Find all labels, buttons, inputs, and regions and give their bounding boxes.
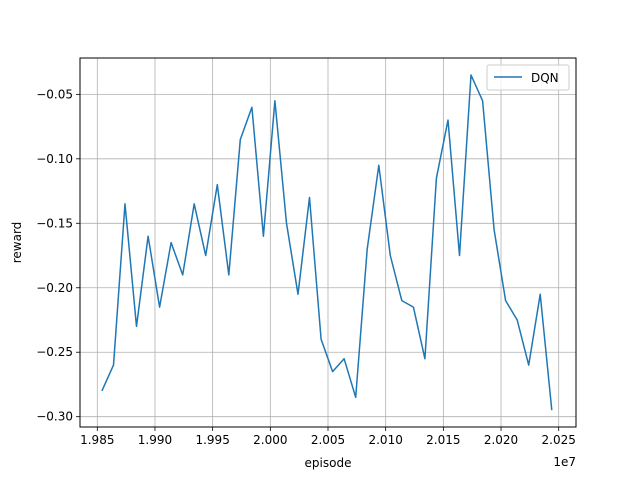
x-tick-label: 1.985 bbox=[80, 433, 114, 447]
y-axis-label: reward bbox=[10, 222, 24, 264]
x-tick-label: 2.000 bbox=[253, 433, 287, 447]
y-tick-label: −0.20 bbox=[36, 281, 73, 295]
grid-lines bbox=[80, 58, 576, 427]
y-tick-label: −0.25 bbox=[36, 345, 73, 359]
x-tick-label: 1.995 bbox=[195, 433, 229, 447]
y-tick-label: −0.30 bbox=[36, 410, 73, 424]
legend-label-dqn: DQN bbox=[531, 71, 559, 85]
y-tick-label: −0.05 bbox=[36, 87, 73, 101]
series-layer bbox=[101, 74, 553, 411]
x-tick-label: 1.990 bbox=[138, 433, 172, 447]
y-tick-label: −0.15 bbox=[36, 216, 73, 230]
x-axis-label: episode bbox=[305, 456, 352, 470]
x-axis-ticks: 1.985 1.990 1.995 2.000 2.005 2.010 2.015 2.020… bbox=[80, 427, 576, 447]
x-tick-label: 2.005 bbox=[311, 433, 345, 447]
y-tick-label: −0.10 bbox=[36, 152, 73, 166]
series-line-dqn bbox=[101, 74, 553, 411]
x-tick-label: 2.010 bbox=[368, 433, 402, 447]
x-axis-offset-label: 1e7 bbox=[553, 455, 576, 469]
legend: DQN bbox=[486, 64, 570, 91]
x-tick-label: 2.025 bbox=[542, 433, 576, 447]
y-axis-ticks: −0.30 −0.25 −0.20 −0.15 −0.10 −0.05 bbox=[36, 87, 80, 424]
x-tick-label: 2.015 bbox=[426, 433, 460, 447]
x-tick-label: 2.020 bbox=[484, 433, 518, 447]
legend-box bbox=[486, 64, 570, 91]
